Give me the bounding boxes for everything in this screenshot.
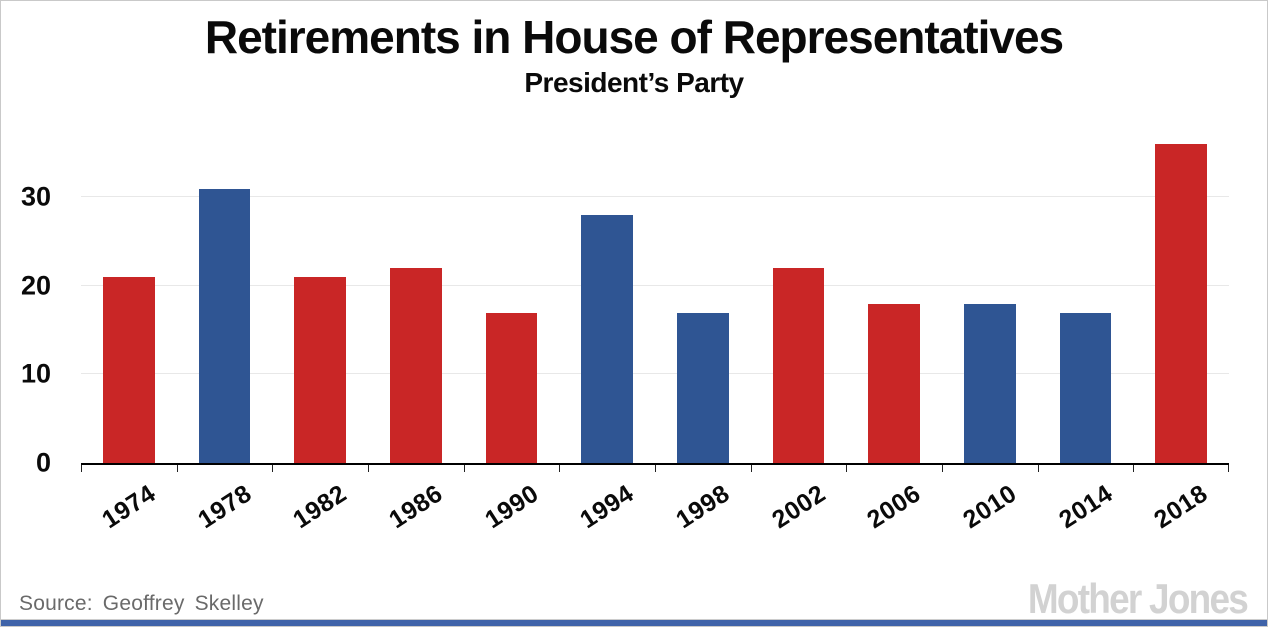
footer-accent-bar — [1, 620, 1267, 626]
axis-tick — [1037, 465, 1039, 472]
y-axis-label-30: 30 — [20, 181, 51, 212]
axis-tick — [1133, 465, 1135, 472]
chart-subtitle: President’s Party — [524, 67, 744, 98]
x-axis-label-1986: 1986 — [384, 479, 448, 535]
x-axis-label-1998: 1998 — [671, 479, 735, 535]
x-label-slot-1998: 1998 — [655, 465, 751, 547]
bar-2002 — [772, 268, 825, 463]
x-axis-labels: 1974 1978 1982 1986 1990 1994 1998 2002 2006 2010… — [81, 465, 1229, 547]
bar-slot-1974 — [81, 131, 177, 463]
x-axis-label-2018: 2018 — [1149, 479, 1214, 535]
bar-1994 — [581, 215, 634, 463]
y-axis-label-0: 0 — [35, 447, 51, 478]
bar-2014 — [1059, 312, 1112, 463]
source-text: Source: Geoffrey Skelley — [19, 592, 264, 615]
plot-area — [81, 131, 1229, 472]
axis-tick — [272, 465, 274, 472]
bar-2018 — [1155, 144, 1208, 463]
x-axis-label-2014: 2014 — [1053, 479, 1118, 535]
x-axis-label-1994: 1994 — [575, 479, 640, 535]
x-axis-label-1990: 1990 — [479, 479, 544, 535]
x-label-slot-1974: 1974 — [81, 465, 177, 547]
bar-slot-2010 — [942, 131, 1038, 463]
axis-tick — [655, 465, 656, 472]
axis-tick — [942, 465, 943, 472]
bar-slot-2014 — [1038, 131, 1134, 463]
axis-tick — [559, 465, 561, 472]
x-label-slot-2010: 2010 — [942, 465, 1038, 547]
bar-1974 — [103, 277, 155, 463]
chart-footer: Source: Geoffrey Skelley Mother Jones — [1, 575, 1267, 623]
axis-tick — [846, 465, 848, 472]
bar-1986 — [390, 268, 442, 463]
x-axis-label-2010: 2010 — [958, 479, 1022, 535]
gridline-20 — [81, 284, 1229, 286]
x-axis-label-1978: 1978 — [192, 479, 257, 535]
gridline-10 — [81, 373, 1229, 375]
chart-title: Retirements in House of Representatives — [204, 11, 1064, 63]
bar-slot-2006 — [846, 131, 942, 463]
bar-slot-1998 — [655, 131, 751, 463]
bar-slot-1986 — [368, 131, 464, 463]
x-label-slot-1982: 1982 — [272, 465, 368, 547]
bar-2006 — [868, 303, 921, 463]
axis-tick — [750, 465, 752, 472]
y-axis-label-20: 20 — [20, 270, 51, 301]
bar-slot-2018 — [1133, 131, 1229, 463]
bar-slot-1990 — [464, 131, 560, 463]
bar-slot-1994 — [559, 131, 655, 463]
x-label-slot-2014: 2014 — [1038, 465, 1134, 547]
bar-2010 — [964, 303, 1016, 463]
y-axis: 0 10 20 30 — [1, 131, 65, 476]
x-label-slot-2018: 2018 — [1133, 465, 1229, 547]
bar-slot-1982 — [272, 131, 368, 463]
y-axis-label-10: 10 — [20, 358, 51, 389]
motherjones-logo: Mother Jones — [1027, 575, 1249, 623]
footer-divider — [1, 619, 1267, 620]
bar-1978 — [198, 188, 251, 463]
chart: 0 10 20 30 1974 1978 1982 1986 1990 1994 1998 2002… — [1, 131, 1267, 547]
x-label-slot-2006: 2006 — [846, 465, 942, 547]
bar-1982 — [294, 277, 346, 463]
bar-slot-1978 — [177, 131, 273, 463]
axis-tick — [368, 465, 369, 472]
bar-1990 — [485, 312, 538, 463]
x-label-slot-1994: 1994 — [559, 465, 655, 547]
axis-tick — [176, 465, 178, 472]
bar-1998 — [677, 312, 729, 463]
x-label-slot-1990: 1990 — [464, 465, 560, 547]
x-axis-ticks — [81, 463, 1229, 472]
x-axis-label-2006: 2006 — [862, 479, 927, 535]
gridline-30 — [81, 196, 1229, 198]
axis-tick — [463, 465, 465, 472]
bars-container — [81, 131, 1229, 463]
chart-header: Retirements in House of Representatives … — [1, 1, 1267, 98]
axis-tick — [81, 465, 82, 472]
x-label-slot-1978: 1978 — [177, 465, 273, 547]
axis-tick — [1228, 465, 1229, 472]
x-axis-label-1974: 1974 — [97, 479, 161, 535]
x-axis-label-2002: 2002 — [766, 479, 831, 535]
x-label-slot-1986: 1986 — [368, 465, 464, 547]
bar-slot-2002 — [751, 131, 847, 463]
x-axis-label-1982: 1982 — [288, 479, 353, 535]
x-label-slot-2002: 2002 — [751, 465, 847, 547]
